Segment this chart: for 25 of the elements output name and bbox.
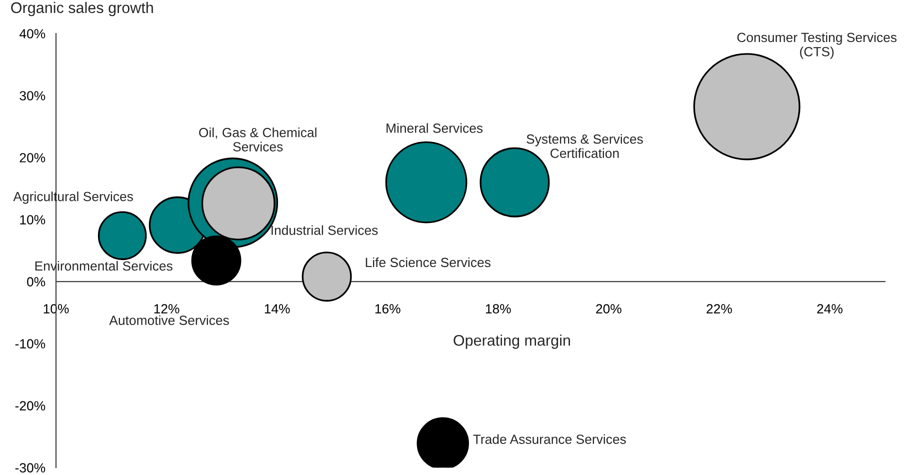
series-label: Industrial Services [272, 225, 378, 235]
series-label: Trade Assurance Services [473, 434, 626, 444]
y-tick-label: 0% [27, 277, 46, 286]
x-tick-label: 12% [154, 304, 180, 314]
y-tick-label: 10% [20, 215, 46, 224]
y-tick-label: 40% [19, 29, 46, 38]
y-tick-label: -20% [15, 401, 46, 410]
x-tick-label: 16% [375, 304, 400, 314]
x-tick-label: 14% [264, 304, 290, 314]
y-axis-title: Organic sales growth [11, 2, 153, 16]
text: Automotive Services [109, 315, 229, 326]
y-tick-label: -10% [15, 339, 46, 348]
x-tick-label: 18% [486, 304, 511, 314]
series-label: Consumer Testing Services (CTS) [737, 32, 897, 59]
x-tick-label: 24% [817, 304, 842, 314]
x-axis-title: Operating margin [454, 334, 570, 349]
x-tick-label: 22% [706, 304, 732, 314]
y-tick-label: -30% [15, 463, 46, 473]
series-label: Systems & Services Certification [526, 134, 643, 158]
y-tick-label: 20% [20, 153, 46, 162]
series-label: Oil, Gas & Chemical Services [199, 128, 316, 152]
series-label: Mineral Services [386, 123, 483, 133]
y-tick-label: 30% [20, 91, 46, 100]
series-label: Life Science Services [366, 257, 490, 268]
x-tick-label: 20% [596, 304, 622, 314]
